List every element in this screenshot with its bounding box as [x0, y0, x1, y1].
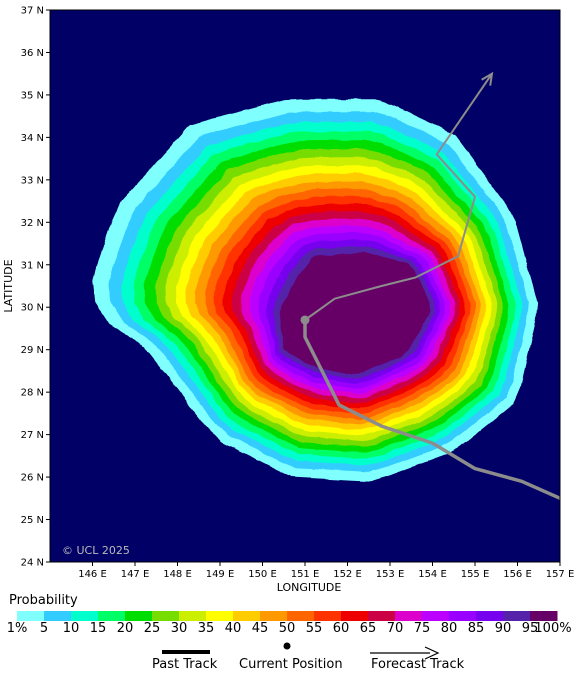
scale-label: 20 [116, 621, 134, 636]
scale-label: 50 [278, 621, 296, 636]
past-track-label: Past Track [152, 657, 218, 672]
lat-tick-label: 30 N [21, 303, 44, 314]
lon-tick-label: 150 E [248, 569, 277, 580]
probability-color-scale [17, 611, 558, 621]
scale-swatch-10 [287, 611, 315, 621]
lon-tick-label: 156 E [503, 569, 532, 580]
scale-swatch-6 [179, 611, 207, 621]
current-position-label: Current Position [239, 657, 343, 672]
scale-label: 70 [386, 621, 404, 636]
lat-tick-label: 27 N [21, 430, 44, 441]
scale-label: 80 [440, 621, 458, 636]
scale-swatch-8 [233, 611, 261, 621]
scale-swatch-3 [98, 611, 126, 621]
scale-label: 45 [251, 621, 269, 636]
lon-tick-label: 152 E [333, 569, 362, 580]
scale-label: 60 [332, 621, 350, 636]
forecast-track-line [304, 73, 493, 321]
scale-swatch-14 [395, 611, 423, 621]
current-position-marker [300, 315, 310, 325]
forecast-track-arrowhead [481, 71, 494, 86]
scale-label: 30 [170, 621, 188, 636]
scale-swatch-4 [125, 611, 153, 621]
forecast-track-key-arrowhead [424, 646, 440, 660]
scale-label: 85 [467, 621, 485, 636]
scale-label: 40 [224, 621, 242, 636]
scale-swatch-1 [44, 611, 72, 621]
lon-tick-label: 154 E [418, 569, 447, 580]
lat-tick-label: 31 N [21, 260, 44, 271]
legend-title: Probability [9, 593, 78, 608]
scale-swatch-17 [476, 611, 504, 621]
lon-tick-label: 147 E [121, 569, 150, 580]
scale-swatch-13 [368, 611, 396, 621]
scale-swatch-7 [206, 611, 234, 621]
scale-label: 10 [62, 621, 80, 636]
lat-tick-label: 35 N [21, 90, 44, 101]
lat-tick-label: 29 N [21, 345, 44, 356]
probability-contours [92, 99, 538, 482]
scale-swatch-0 [17, 611, 45, 621]
scale-swatch-9 [260, 611, 288, 621]
scale-label: 95 [521, 621, 539, 636]
scale-label: 55 [305, 621, 323, 636]
scale-label: 1% [6, 621, 28, 636]
scale-swatch-19 [530, 611, 558, 621]
legend-key [162, 642, 440, 660]
lon-tick-label: 146 E [78, 569, 107, 580]
scale-swatch-2 [71, 611, 99, 621]
lon-tick-label: 148 E [163, 569, 192, 580]
scale-label: 100% [534, 621, 572, 636]
lon-tick-label: 155 E [461, 569, 490, 580]
scale-swatch-5 [152, 611, 180, 621]
lat-tick-label: 25 N [21, 515, 44, 526]
forecast-track-label: Forecast Track [371, 657, 465, 672]
scale-label: 35 [197, 621, 215, 636]
lon-tick-label: 157 E [546, 569, 575, 580]
scale-label: 15 [89, 621, 107, 636]
lat-tick-label: 32 N [21, 218, 44, 229]
scale-label: 25 [143, 621, 161, 636]
lat-tick-label: 24 N [21, 558, 44, 569]
lon-tick-label: 149 E [206, 569, 235, 580]
scale-label: 90 [494, 621, 512, 636]
lat-tick-label: 26 N [21, 473, 44, 484]
lat-tick-label: 28 N [21, 388, 44, 399]
scale-swatch-18 [503, 611, 531, 621]
scale-swatch-11 [314, 611, 342, 621]
watermark: © UCL 2025 [62, 544, 130, 557]
lon-tick-label: 153 E [376, 569, 405, 580]
lat-tick-label: 34 N [21, 133, 44, 144]
scale-label: 65 [359, 621, 377, 636]
scale-swatch-12 [341, 611, 369, 621]
lon-tick-label: 151 E [291, 569, 320, 580]
lat-tick-label: 36 N [21, 48, 44, 59]
lat-tick-label: 37 N [21, 6, 44, 17]
current-position-key-dot [283, 642, 291, 650]
scale-swatch-15 [422, 611, 450, 621]
y-axis-title: LATITUDE [2, 259, 15, 312]
scale-swatch-16 [449, 611, 477, 621]
scale-label: 75 [413, 621, 431, 636]
scale-label: 5 [39, 621, 49, 636]
lat-tick-label: 33 N [21, 175, 44, 186]
past-track-line [303, 320, 560, 500]
x-axis-title: LONGITUDE [277, 581, 342, 594]
